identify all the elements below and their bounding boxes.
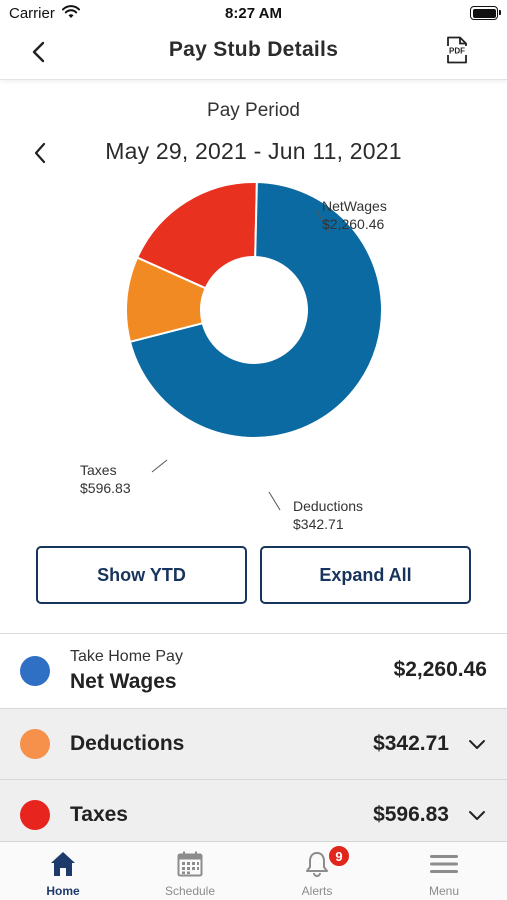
svg-text:PDF: PDF	[449, 47, 465, 56]
tab-menu-label: Menu	[428, 884, 460, 898]
calendar-icon	[175, 849, 205, 879]
deductions-amount: $342.71	[373, 732, 449, 755]
divider	[0, 633, 507, 634]
pay-breakdown-chart: NetWages $2,260.46 Taxes $596.83 Deducti…	[40, 180, 490, 540]
tab-menu[interactable]: Menu	[381, 842, 507, 900]
tab-home[interactable]: Home	[0, 842, 126, 900]
deductions-label: Deductions	[70, 732, 185, 755]
chart-label-deductions: Deductions $342.71	[293, 497, 363, 533]
page-title: Pay Stub Details	[168, 38, 339, 61]
chevron-down-icon[interactable]	[467, 734, 487, 754]
tab-schedule[interactable]: Schedule	[127, 842, 253, 900]
tab-alerts-label: Alerts	[301, 884, 333, 898]
deductions-row[interactable]: Deductions $342.71	[0, 708, 507, 779]
chevron-left-icon	[32, 41, 45, 63]
clock-label: 8:27 AM	[225, 5, 282, 22]
chevron-left-icon	[34, 142, 46, 164]
chart-label-taxes: Taxes $596.83	[80, 461, 131, 497]
taxes-label: Taxes	[70, 803, 128, 826]
wifi-icon	[62, 5, 80, 24]
show-ytd-button[interactable]: Show YTD	[36, 546, 247, 604]
pdf-file-icon[interactable]: PDF	[445, 36, 469, 64]
donut-slice-taxes	[135, 181, 258, 290]
taxes-amount: $596.83	[373, 803, 449, 826]
back-button[interactable]	[26, 38, 54, 66]
tab-alerts[interactable]: 9 Alerts	[254, 842, 380, 900]
expand-all-button[interactable]: Expand All	[260, 546, 471, 604]
pay-period-range: May 29, 2021 - Jun 11, 2021	[105, 138, 402, 164]
home-icon	[48, 849, 78, 879]
chart-label-netwages-value: $2,260.46	[322, 216, 385, 232]
bell-icon	[302, 849, 332, 879]
previous-period-button[interactable]	[28, 140, 54, 166]
chart-label-deductions-value: $342.71	[293, 516, 344, 532]
net-wages-amount: $2,260.46	[393, 658, 487, 681]
net-wages-color-dot	[20, 656, 50, 686]
chevron-down-icon[interactable]	[467, 805, 487, 825]
carrier-label: Carrier	[9, 5, 55, 22]
taxes-row[interactable]: Taxes $596.83	[0, 779, 507, 850]
chart-label-taxes-name: Taxes	[80, 462, 117, 478]
net-wages-row: Take Home Pay Net Wages $2,260.46	[0, 634, 507, 708]
pay-period-label: Pay Period	[207, 100, 300, 121]
chart-label-netwages: NetWages $2,260.46	[322, 197, 387, 233]
net-wages-label: Net Wages	[70, 670, 177, 693]
taxes-color-dot	[20, 800, 50, 830]
take-home-pay-label: Take Home Pay	[70, 648, 183, 665]
donut-chart-svg	[125, 181, 383, 511]
deductions-color-dot	[20, 729, 50, 759]
nav-bar: Pay Stub Details PDF	[0, 28, 507, 80]
chart-label-deductions-name: Deductions	[293, 498, 364, 514]
tab-bar: Home Schedule	[0, 841, 507, 900]
hamburger-menu-icon	[429, 849, 459, 879]
leader-line-taxes	[151, 459, 168, 473]
battery-icon	[470, 6, 501, 20]
status-bar: Carrier 8:27 AM	[0, 0, 507, 28]
leader-line-netwages	[315, 209, 330, 233]
leader-line-deductions	[268, 491, 281, 511]
donut-slice-netwages	[128, 181, 383, 439]
donut-slice-deductions	[125, 256, 207, 344]
chart-label-taxes-value: $596.83	[80, 480, 131, 496]
chart-label-netwages-name: NetWages	[322, 198, 387, 214]
alerts-badge: 9	[328, 845, 350, 867]
tab-schedule-label: Schedule	[164, 884, 216, 898]
tab-home-label: Home	[46, 884, 80, 898]
